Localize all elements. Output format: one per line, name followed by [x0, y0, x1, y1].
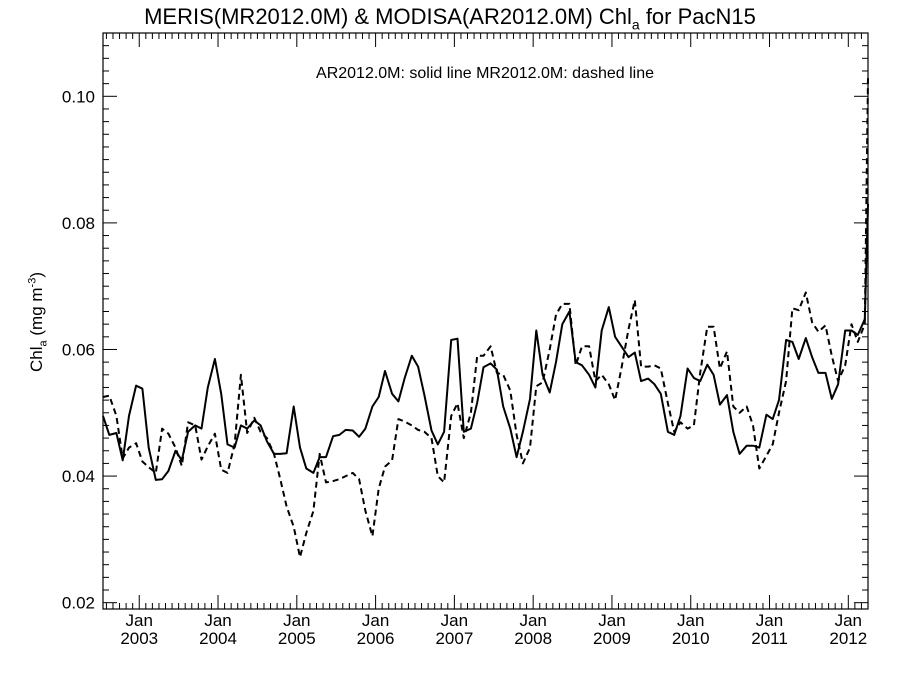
x-tick-label-year: 2005 [278, 629, 316, 648]
series-line-mr2012-0m [102, 77, 869, 559]
x-tick-label-month: Jan [677, 611, 704, 630]
series-layer [102, 77, 869, 559]
chart-title: MERIS(MR2012.0M) & MODISA(AR2012.0M) Chl… [0, 4, 900, 32]
x-tick-label-year: 2011 [751, 629, 788, 648]
x-tick-label-year: 2010 [672, 629, 710, 648]
y-tick-label: 0.08 [62, 214, 95, 233]
y-tick-label: 0.02 [62, 594, 95, 613]
x-tick-label-year: 2009 [593, 629, 631, 648]
x-tick-label-month: Jan [519, 611, 546, 630]
x-tick-label-month: Jan [835, 611, 862, 630]
plot-frame [102, 32, 869, 610]
x-tick-label-month: Jan [362, 611, 389, 630]
title-tail: for PacN15 [639, 4, 756, 29]
x-tick-label-year: 2004 [199, 629, 237, 648]
line-style-annotation: AR2012.0M: solid line MR2012.0M: dashed … [316, 65, 654, 82]
title-subscript: a [631, 16, 640, 33]
x-tick-label-year: 2003 [120, 629, 158, 648]
x-tick-label-month: Jan [756, 611, 783, 630]
y-tick-label: 0.04 [62, 467, 95, 486]
x-tick-label-month: Jan [126, 611, 153, 630]
x-tick-label-year: 2006 [357, 629, 395, 648]
x-tick-label-month: Jan [441, 611, 468, 630]
x-tick-label-month: Jan [598, 611, 625, 630]
x-tick-label-month: Jan [204, 611, 231, 630]
y-tick-label: 0.06 [62, 340, 95, 359]
x-tick-label-month: Jan [283, 611, 310, 630]
series-line-ar2012-0m [102, 203, 869, 481]
title-main: MERIS(MR2012.0M) & MODISA(AR2012.0M) Chl [144, 4, 632, 29]
axes [102, 32, 869, 610]
x-tick-label-year: 2007 [435, 629, 473, 648]
ticks-layer: 0.020.040.060.080.10Jan2003Jan2004Jan200… [62, 33, 869, 648]
y-tick-label: 0.10 [62, 87, 95, 106]
x-tick-label-year: 2012 [829, 629, 867, 648]
x-tick-label-year: 2008 [514, 629, 552, 648]
